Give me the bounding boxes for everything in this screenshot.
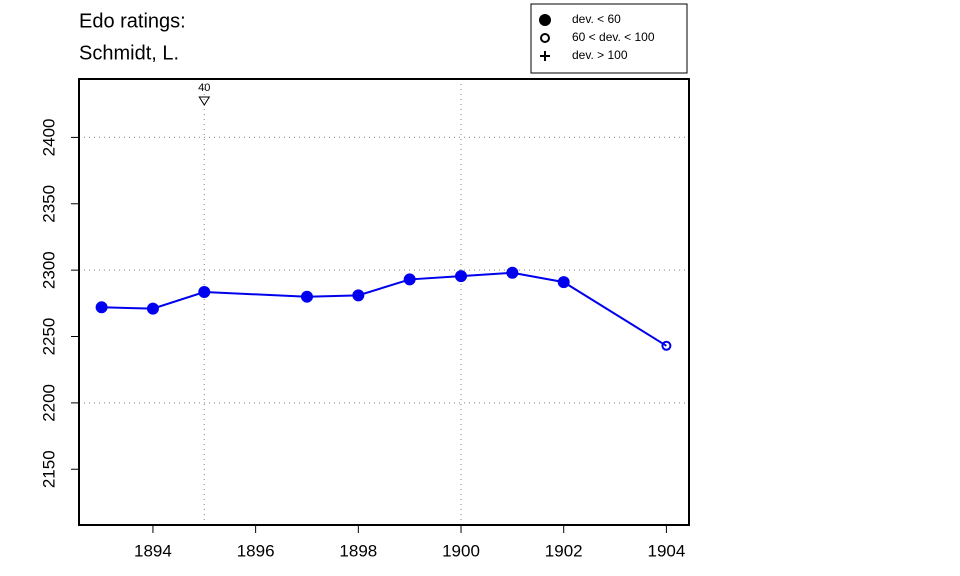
data-point [557,276,570,289]
data-point [661,340,672,351]
legend-symbol [540,33,550,43]
y-tick-label: 2150 [39,450,58,488]
y-tick-label: 2350 [39,185,58,223]
chart-title: Schmidt, L. [79,42,179,64]
data-point [352,289,365,302]
annotation-label: 40 [198,82,210,94]
x-tick-label: 1898 [339,541,377,560]
x-tick-label: 1900 [442,541,480,560]
plot-frame [78,78,690,526]
x-tick-label: 1904 [647,541,685,560]
legend-label: 60 < dev. < 100 [572,30,655,44]
x-tick-label: 1894 [134,541,172,560]
legend-box [530,3,688,74]
data-point [146,302,159,315]
y-tick-label: 2400 [39,118,58,156]
series-line [101,271,667,347]
data-point [403,273,416,286]
data-point [300,290,313,303]
x-tick-label: 1902 [545,541,583,560]
x-tick-label: 1896 [237,541,275,560]
data-point [506,266,519,279]
data-point [455,270,468,283]
chart-title: Edo ratings: [79,10,186,32]
data-point [95,301,108,314]
annotation-marker [198,96,211,106]
legend-symbol [540,51,550,61]
data-point [198,286,211,299]
legend-label: dev. > 100 [572,48,628,62]
legend-label: dev. < 60 [572,12,621,26]
legend-symbol [539,14,551,26]
y-tick-label: 2200 [39,384,58,422]
y-tick-label: 2300 [39,251,58,289]
y-tick-label: 2250 [39,318,58,356]
